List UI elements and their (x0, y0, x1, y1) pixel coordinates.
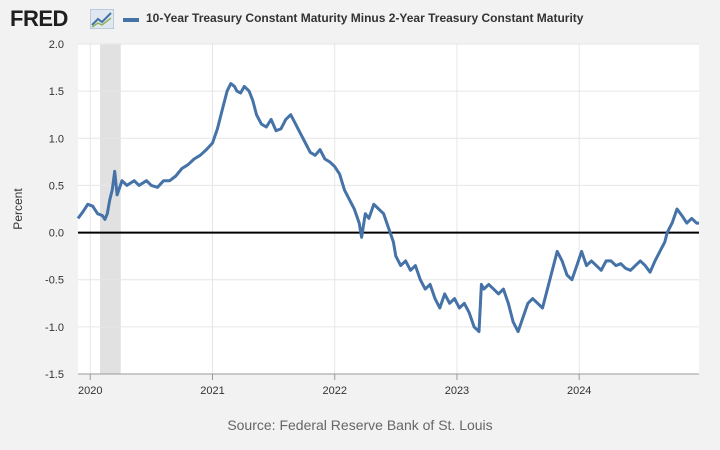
chart-header: FRED 10-Year Treasury Constant Maturity … (0, 0, 720, 40)
legend-swatch (123, 18, 139, 22)
x-tick-label: 2022 (322, 385, 346, 397)
recession-band (100, 44, 121, 374)
y-tick-label: 0.5 (49, 180, 64, 192)
y-axis-label: Percent (11, 188, 25, 230)
plot-area (78, 44, 699, 374)
y-tick-label: 1.0 (49, 133, 64, 145)
series-line (76, 82, 699, 334)
x-tick-label: 2021 (200, 385, 224, 397)
y-tick-label: 2.0 (49, 39, 64, 51)
y-tick-label: 0.0 (49, 228, 64, 240)
line-chart: 2.0 1.5 1.0 0.5 0.0 -0.5 -1.0 -1.5 2020 2021 2022… (11, 39, 699, 397)
source-note: Source: Federal Reserve Bank of St. Loui… (227, 417, 493, 433)
y-tick-label: -1.0 (45, 322, 64, 334)
legend-label[interactable]: 10-Year Treasury Constant Maturity Minus… (146, 11, 584, 25)
y-tick-label: -0.5 (45, 275, 64, 287)
y-tick-label: -1.5 (45, 369, 64, 381)
x-tick-label: 2024 (567, 385, 591, 397)
y-tick-label: 1.5 (49, 86, 64, 98)
fred-logo[interactable]: FRED (10, 6, 68, 31)
fred-graph-icon (90, 9, 114, 29)
x-tick-label: 2023 (445, 385, 469, 397)
x-tick-label: 2020 (78, 385, 102, 397)
